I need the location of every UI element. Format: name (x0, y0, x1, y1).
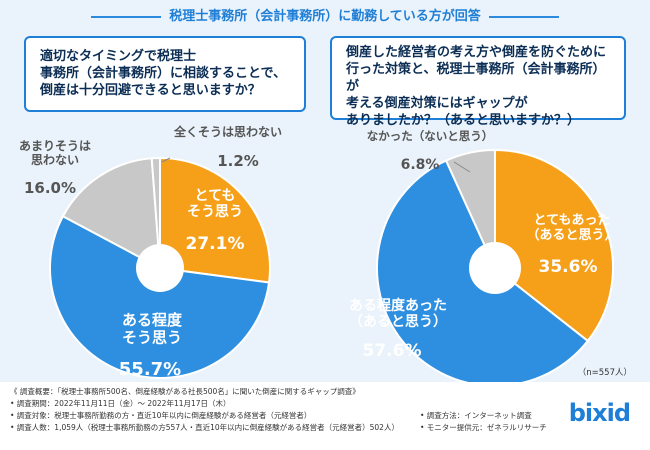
slice-label-line: とてもあった (534, 213, 611, 228)
question-box-1: 適切なタイミングで税理士 事務所（会計事務所）に相談することで、 倒産は十分回避… (24, 36, 306, 112)
slice-value: 35.6% (539, 257, 598, 277)
slice-value-line: 6.8% (401, 157, 440, 173)
title-text: 税理士事務所（会計事務所）に勤務している方が回答 (169, 9, 481, 24)
footer-count: • 調査人数：1,059人（税理士事務所勤務の方557人・直近10年以内に倒産経… (10, 423, 399, 432)
slice-label: とてもそう思う (187, 188, 243, 220)
slice-label: 全くそうは思わない (173, 124, 282, 139)
slice-value: 27.1% (186, 234, 245, 254)
pie-slice (49, 214, 271, 379)
leader-line (161, 157, 171, 163)
slice-label-line: （あると思う） (349, 314, 447, 330)
slice-label-line: そう思う (122, 328, 182, 346)
slice-value: 55.7% (119, 359, 181, 380)
slice-label: なかった（ないと思う） (367, 129, 494, 143)
footer-period: • 調査期間：2022年11月11日（金）～ 2022年11月17日（木） (10, 399, 231, 408)
footer-method: • 調査方法：インターネット調査 (420, 411, 532, 420)
slice-label-line: そう思う (187, 204, 243, 220)
footer: 《 調査概要：「税理士事務所500名、倒産経験がある社長500名」に聞いた倒産に… (0, 382, 650, 450)
sample-size-note: （n=557人） (577, 368, 632, 378)
slice-label-line: 思わない (31, 153, 79, 167)
slice-value: 1.2% (217, 152, 259, 170)
title-dash-right (488, 15, 559, 18)
slice-label-line: （あると思う） (526, 227, 617, 243)
donut-hole (136, 244, 184, 292)
slice-value-line: 27.1% (186, 234, 245, 254)
pie-slice (61, 157, 162, 270)
slice-label-line: なかった（ないと思う） (367, 129, 494, 143)
slice-label: ある程度そう思う (122, 311, 183, 346)
slice-label: あまりそうは思わない (19, 139, 91, 167)
bixid-logo: bixid (568, 399, 631, 427)
pie-slice (444, 148, 496, 269)
slice-label-line: ある程度あった (349, 297, 447, 314)
slice-label: とてもあった（あると思う） (526, 213, 617, 243)
pie-slice (159, 156, 271, 284)
page-title: 税理士事務所（会計事務所）に勤務している方が回答 (0, 5, 650, 24)
slice-value-line: 57.6% (363, 341, 422, 361)
slice-value-line: 16.0% (24, 179, 76, 197)
slice-label-line: 全くそうは思わない (173, 124, 282, 139)
footer-provider: • モニター提供元：ゼネラルリサーチ (420, 423, 547, 432)
footer-overview: 《 調査概要：「税理士事務所500名、倒産経験がある社長500名」に聞いた倒産に… (10, 387, 360, 396)
donut-hole (469, 242, 521, 294)
footer-target: • 調査対象：税理士事務所勤務の方・直近10年以内に倒産経験がある経営者（元経営… (10, 411, 312, 420)
slice-label: ある程度あった（あると思う） (349, 297, 447, 330)
slice-value-line: 1.2% (217, 152, 259, 170)
title-dash-left (91, 15, 162, 18)
logo-text: bixid (568, 399, 631, 427)
slice-value-line: 35.6% (539, 257, 598, 277)
slice-value: 6.8% (401, 157, 440, 173)
slice-label-line: あまりそうは (19, 139, 91, 153)
pie-charts: とてもそう思う27.1%ある程度そう思う55.7%あまりそうは思わない16.0%… (19, 124, 618, 382)
question-box-2: 倒産した経営者の考え方や倒産を防ぐために 行った対策と、税理士事務所（会計事務所… (330, 36, 626, 128)
slice-label-line: ある程度 (122, 311, 183, 329)
slice-value-line: 55.7% (119, 359, 181, 380)
slice-label-line: とても (195, 188, 236, 204)
leader-line (453, 161, 471, 173)
slice-value: 57.6% (363, 341, 422, 361)
slice-value: 16.0% (24, 179, 76, 197)
pie-slice (150, 156, 161, 269)
pie-slice (494, 148, 614, 343)
